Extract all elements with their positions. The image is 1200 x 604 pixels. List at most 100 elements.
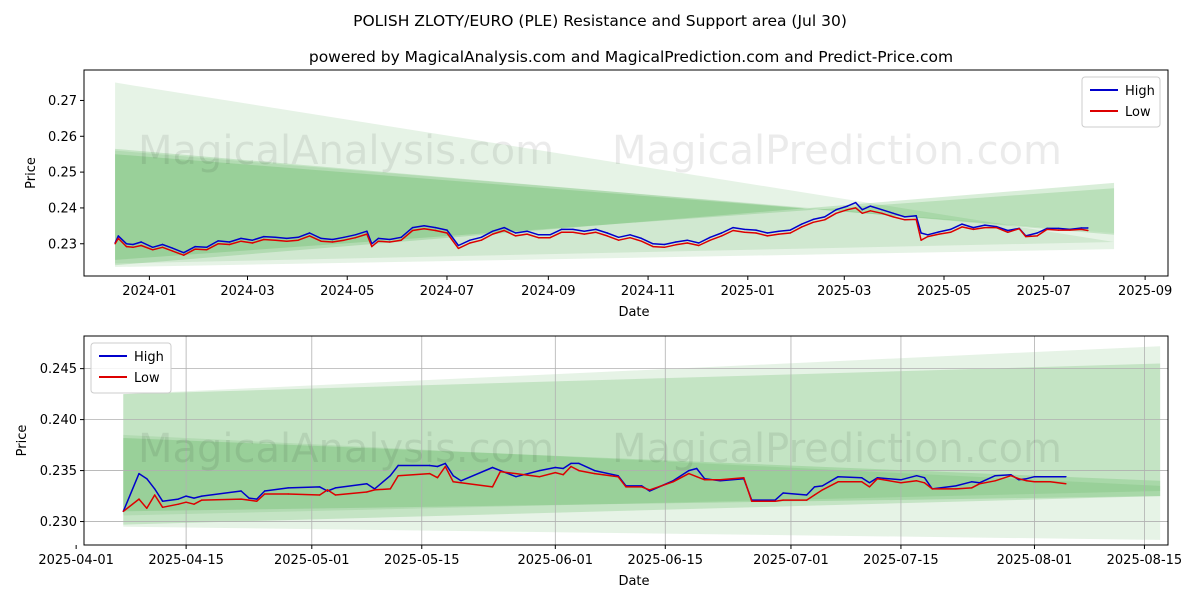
x-tick-label: 2025-05-01 <box>274 553 350 568</box>
low-point <box>984 226 986 229</box>
high-point <box>686 239 688 241</box>
low-point <box>1065 483 1067 485</box>
x-tick-label: 2025-01 <box>721 284 775 299</box>
high-point <box>389 238 391 241</box>
low-point <box>641 486 643 488</box>
high-point <box>1049 476 1051 478</box>
x-tick-label: 2025-05-15 <box>384 553 460 568</box>
high-point <box>837 476 839 478</box>
low-point <box>251 242 254 244</box>
high-point <box>286 237 288 240</box>
high-point <box>1033 476 1036 478</box>
high-point <box>835 209 837 211</box>
y-tick-label: 0.23 <box>48 237 77 252</box>
x-axis-label: Date <box>618 574 649 589</box>
low-point <box>117 237 120 240</box>
low-point <box>970 487 973 489</box>
plot-frame <box>83 335 1169 546</box>
x-tick-label: 2024-11 <box>621 284 675 299</box>
watermark-text: MagicalPrediction.com <box>612 426 1062 472</box>
low-point <box>308 235 311 237</box>
high-point <box>554 466 556 469</box>
low-point <box>648 489 651 491</box>
high-point <box>183 252 185 254</box>
legend: High Low <box>90 342 172 394</box>
low-point <box>1069 229 1071 231</box>
high-point <box>319 486 321 488</box>
low-point <box>469 242 471 244</box>
x-tick-label: 2024-07 <box>420 284 474 299</box>
x-tick-label: 2025-05 <box>917 284 971 299</box>
legend-label-high: High <box>1125 84 1155 99</box>
low-point <box>538 476 541 478</box>
high-point <box>205 246 208 248</box>
low-point <box>240 240 242 242</box>
low-point <box>972 228 975 231</box>
low-point <box>821 489 824 491</box>
high-point <box>562 467 564 470</box>
y-tick-label: 0.27 <box>48 94 77 109</box>
high-point <box>652 243 654 245</box>
top-chart-panel: MagicalAnalysis.com MagicalPrediction.com… <box>24 69 1172 320</box>
high-point <box>970 481 973 483</box>
low-point <box>881 212 883 214</box>
low-point <box>938 233 940 235</box>
high-point <box>256 498 258 500</box>
high-point <box>446 229 448 231</box>
low-point <box>446 232 448 234</box>
watermark-text: MagicalAnalysis.com <box>138 128 554 174</box>
high-point <box>824 216 826 218</box>
low-point <box>114 243 116 245</box>
low-point <box>570 465 572 468</box>
low-point <box>915 218 917 221</box>
high-point <box>955 485 957 487</box>
x-axis-label: Date <box>618 305 649 320</box>
high-point <box>228 241 231 243</box>
high-point <box>436 465 439 468</box>
high-point <box>389 475 391 477</box>
low-point <box>755 232 757 234</box>
low-point <box>183 254 185 256</box>
high-point <box>629 234 631 236</box>
low-point <box>1080 228 1083 231</box>
low-point <box>434 229 437 232</box>
high-point <box>861 477 863 479</box>
low-point <box>366 233 368 235</box>
high-point <box>428 464 431 467</box>
y-tick-label: 0.245 <box>40 362 77 377</box>
low-point <box>766 235 769 237</box>
low-point <box>264 493 266 495</box>
low-point <box>732 229 734 232</box>
low-point <box>228 243 231 246</box>
y-tick-label: 0.26 <box>48 130 77 145</box>
low-point <box>491 486 494 488</box>
high-point <box>177 498 179 500</box>
series-low <box>122 465 1067 513</box>
high-point <box>861 209 863 211</box>
x-tick-label: 2024-03 <box>220 284 274 299</box>
low-point <box>931 488 933 490</box>
low-point <box>138 498 140 500</box>
low-point <box>177 503 179 505</box>
low-point <box>789 232 791 234</box>
x-tick-label: 2025-03 <box>817 284 871 299</box>
high-point <box>334 487 337 489</box>
low-point <box>274 239 276 241</box>
y-tick-label: 0.24 <box>48 201 77 216</box>
high-point <box>515 476 517 478</box>
y-tick-label: 0.240 <box>40 413 77 428</box>
low-point <box>185 501 187 503</box>
x-tick-label: 2025-08-01 <box>997 553 1073 568</box>
low-point <box>1049 481 1051 483</box>
low-point <box>703 479 706 481</box>
low-point <box>743 231 746 233</box>
low-point <box>904 219 906 221</box>
high-point <box>154 488 156 490</box>
high-point <box>460 480 462 482</box>
low-point <box>366 491 368 493</box>
high-point <box>397 464 399 467</box>
low-point <box>436 477 439 479</box>
low-point <box>334 494 337 496</box>
low-point <box>140 244 142 247</box>
